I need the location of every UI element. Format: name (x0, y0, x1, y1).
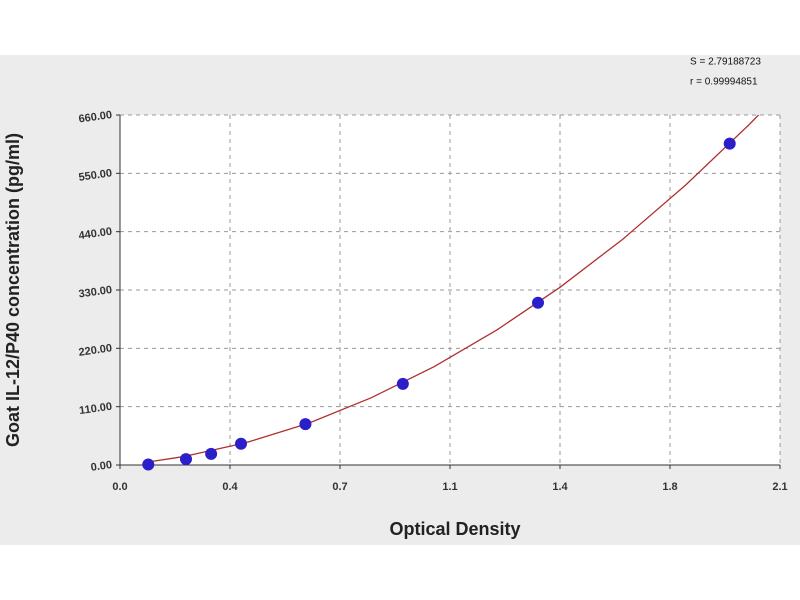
x-tick-label: 2.1 (772, 481, 787, 493)
x-tick-label: 1.8 (662, 481, 677, 493)
y-tick-label: 440.00 (78, 226, 113, 243)
y-tick-label: 330.00 (78, 284, 113, 301)
data-point (723, 137, 736, 150)
annotation: S = 2.79188723 (690, 57, 761, 68)
y-tick-label: 110.00 (78, 401, 112, 417)
x-tick-label: 0.0 (112, 481, 127, 493)
annotation: r = 0.99994851 (690, 77, 758, 88)
y-tick-label: 660.00 (78, 109, 113, 126)
data-point (180, 453, 192, 466)
data-point (299, 418, 312, 431)
data-point (396, 377, 409, 390)
data-point (532, 296, 544, 309)
y-tick-label: 0.00 (90, 459, 113, 474)
x-tick-label: 1.4 (552, 481, 568, 493)
x-tick-label: 0.7 (332, 481, 347, 493)
x-tick-label: 1.1 (442, 481, 457, 493)
x-tick-label: 0.4 (222, 481, 238, 493)
data-point (142, 458, 155, 471)
x-axis-title: Optical Density (389, 519, 520, 539)
data-point (205, 447, 218, 460)
data-point (235, 437, 247, 450)
y-axis-title: Goat IL-12/P40 concentration (pg/ml) (3, 133, 23, 447)
y-tick-label: 220.00 (78, 342, 113, 359)
y-tick-label: 550.00 (78, 167, 113, 184)
